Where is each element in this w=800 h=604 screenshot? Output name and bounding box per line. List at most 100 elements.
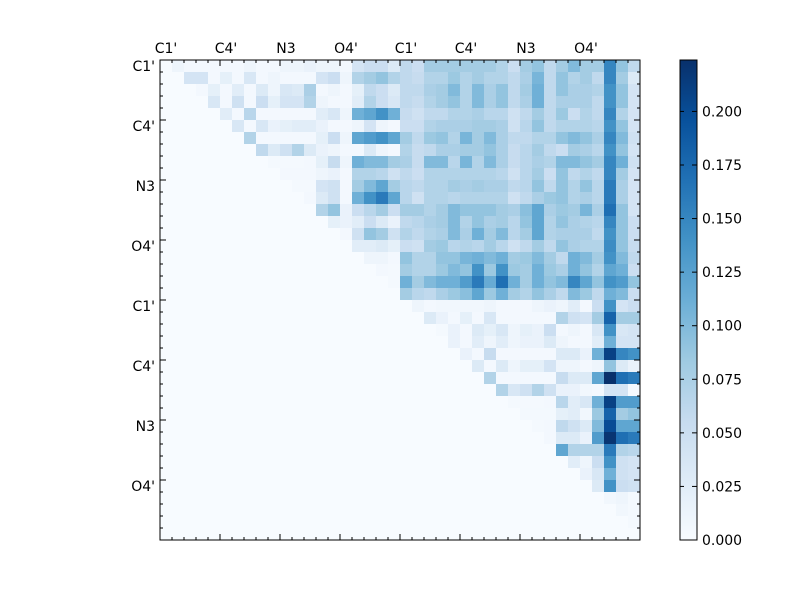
- heatmap-cell: [436, 300, 449, 313]
- heatmap-cell: [280, 84, 293, 97]
- heatmap-cell: [484, 204, 497, 217]
- heatmap-cell: [280, 492, 293, 505]
- heatmap-cell: [232, 60, 245, 73]
- heatmap-cell: [172, 432, 185, 445]
- heatmap-cell: [208, 240, 221, 253]
- heatmap-cell: [244, 444, 257, 457]
- heatmap-cell: [568, 288, 581, 301]
- heatmap-cell: [352, 456, 365, 469]
- heatmap-cell: [244, 384, 257, 397]
- heatmap-cell: [448, 348, 461, 361]
- heatmap-cell: [448, 144, 461, 157]
- heatmap-cell: [556, 132, 569, 145]
- heatmap-cell: [160, 312, 173, 325]
- heatmap-cell: [568, 252, 581, 265]
- heatmap-cell: [532, 228, 545, 241]
- heatmap-cell: [592, 288, 605, 301]
- heatmap-cell: [448, 528, 461, 541]
- heatmap-cell: [304, 96, 317, 109]
- heatmap-cell: [292, 384, 305, 397]
- heatmap-cell: [328, 408, 341, 421]
- heatmap-cell: [508, 60, 521, 73]
- heatmap-cell: [208, 276, 221, 289]
- heatmap-cell: [436, 276, 449, 289]
- heatmap-cell: [172, 252, 185, 265]
- heatmap-cell: [340, 252, 353, 265]
- heatmap-cell: [172, 84, 185, 97]
- heatmap-cell: [208, 264, 221, 277]
- heatmap-cell: [400, 252, 413, 265]
- heatmap-cell: [544, 504, 557, 517]
- heatmap-cell: [184, 132, 197, 145]
- heatmap-cell: [256, 276, 269, 289]
- heatmap-cell: [520, 360, 533, 373]
- heatmap-cell: [496, 240, 509, 253]
- heatmap-cell: [184, 120, 197, 133]
- heatmap-cell: [448, 372, 461, 385]
- heatmap-cell: [580, 168, 593, 181]
- heatmap-cell: [616, 528, 629, 541]
- heatmap-cell: [160, 504, 173, 517]
- heatmap-cell: [424, 216, 437, 229]
- heatmap-cell: [484, 528, 497, 541]
- heatmap-cell: [256, 372, 269, 385]
- heatmap-cell: [448, 252, 461, 265]
- heatmap-cell: [388, 144, 401, 157]
- heatmap-cell: [340, 216, 353, 229]
- heatmap-cell: [508, 240, 521, 253]
- heatmap-cell: [292, 420, 305, 433]
- heatmap-cell: [304, 168, 317, 181]
- heatmap-cell: [436, 312, 449, 325]
- heatmap-cell: [424, 492, 437, 505]
- heatmap-cell: [496, 396, 509, 409]
- heatmap-cell: [208, 348, 221, 361]
- heatmap-cell: [484, 108, 497, 121]
- heatmap-cell: [364, 120, 377, 133]
- heatmap-cell: [208, 360, 221, 373]
- heatmap-cell: [364, 180, 377, 193]
- heatmap-cell: [604, 168, 617, 181]
- heatmap-cell: [592, 252, 605, 265]
- heatmap-cell: [280, 96, 293, 109]
- heatmap-cell: [160, 132, 173, 145]
- heatmap-cell: [520, 180, 533, 193]
- heatmap-cell: [400, 96, 413, 109]
- heatmap-cell: [484, 300, 497, 313]
- heatmap-cell: [292, 360, 305, 373]
- heatmap-cell: [616, 84, 629, 97]
- heatmap-cell: [520, 348, 533, 361]
- heatmap-cell: [196, 84, 209, 97]
- heatmap-cell: [412, 348, 425, 361]
- heatmap-cell: [280, 324, 293, 337]
- heatmap-cell: [460, 360, 473, 373]
- heatmap-cell: [592, 480, 605, 493]
- heatmap-cell: [436, 120, 449, 133]
- heatmap-cell: [616, 456, 629, 469]
- heatmap-cell: [544, 516, 557, 529]
- heatmap-cell: [580, 72, 593, 85]
- heatmap-cell: [520, 216, 533, 229]
- heatmap-cell: [592, 96, 605, 109]
- heatmap-cell: [520, 324, 533, 337]
- heatmap-cell: [508, 120, 521, 133]
- heatmap-cell: [436, 168, 449, 181]
- heatmap-cell: [496, 264, 509, 277]
- heatmap-cell: [292, 180, 305, 193]
- heatmap-cell: [508, 516, 521, 529]
- heatmap-cell: [400, 264, 413, 277]
- heatmap-cell: [244, 228, 257, 241]
- heatmap-cell: [232, 204, 245, 217]
- heatmap-cell: [508, 312, 521, 325]
- heatmap-cell: [448, 468, 461, 481]
- heatmap-cell: [220, 132, 233, 145]
- heatmap-cell: [280, 384, 293, 397]
- heatmap-cell: [580, 204, 593, 217]
- heatmap-cell: [316, 480, 329, 493]
- heatmap-cell: [172, 192, 185, 205]
- heatmap-cell: [460, 276, 473, 289]
- heatmap-cell: [580, 456, 593, 469]
- heatmap-cell: [172, 528, 185, 541]
- heatmap-cell: [472, 276, 485, 289]
- y-tick-label: N3: [136, 179, 155, 195]
- heatmap-cell: [592, 120, 605, 133]
